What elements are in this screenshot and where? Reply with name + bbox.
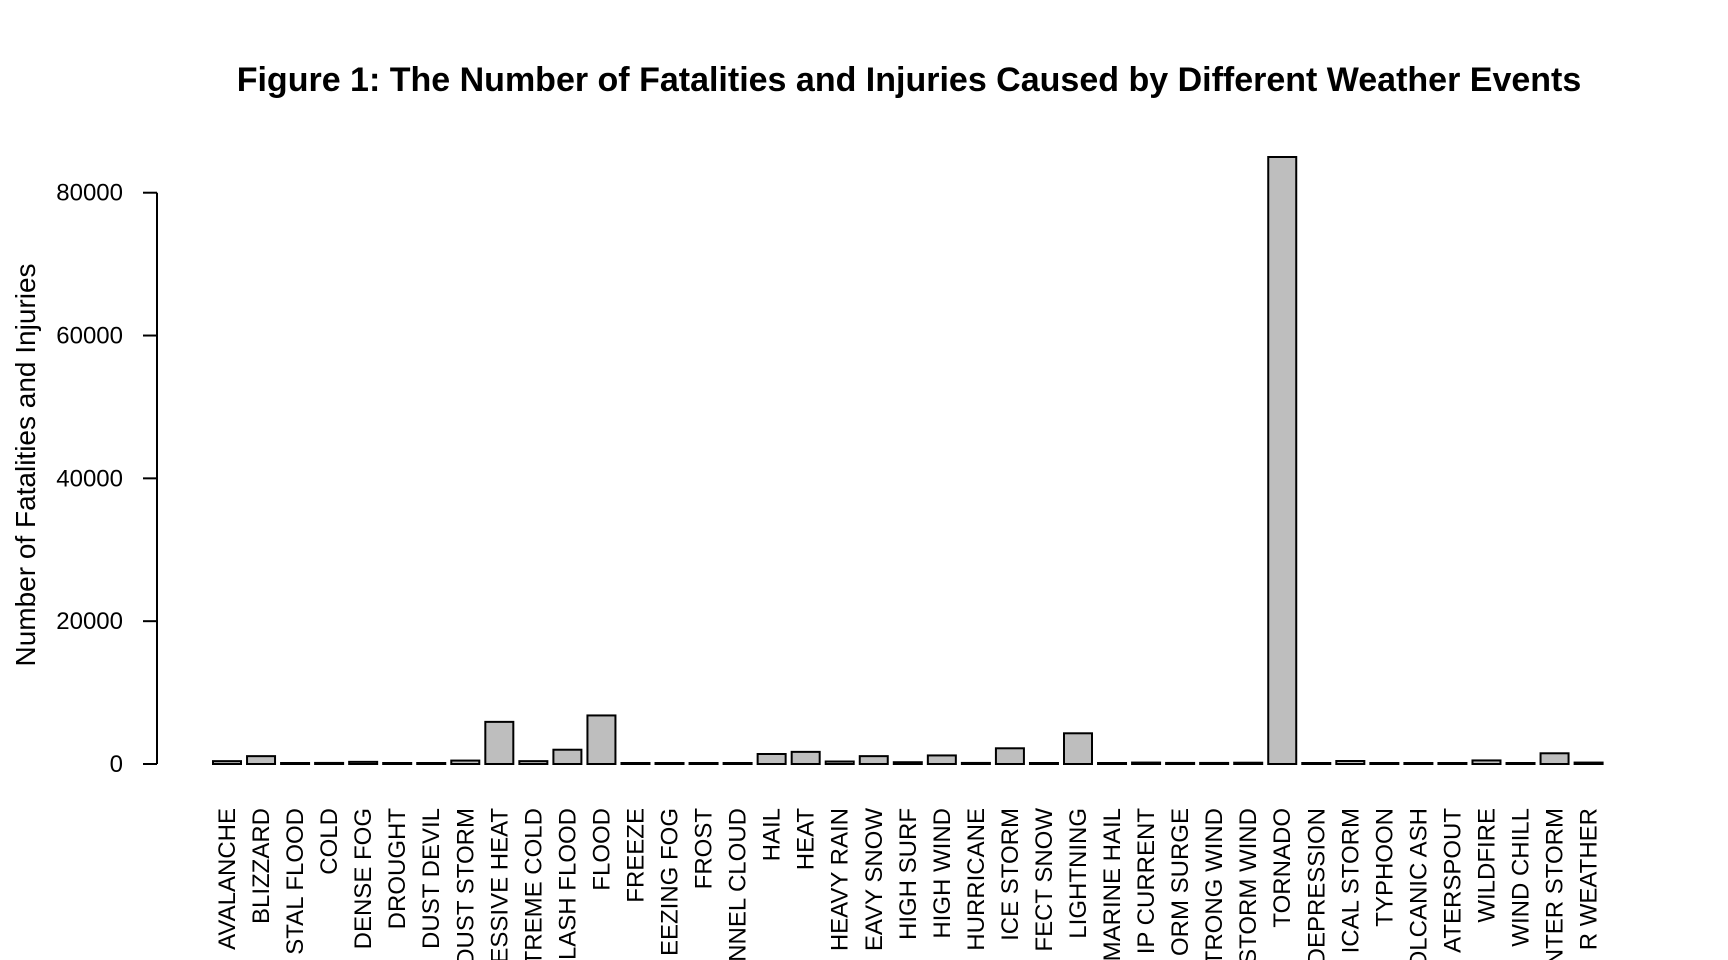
bar [994, 747, 1025, 766]
bar [1369, 762, 1400, 765]
x-tick-label: TRONG WIND [1201, 808, 1228, 960]
x-tick-label: HEAVY RAIN [827, 808, 854, 951]
y-tick-label: 20000 [56, 608, 123, 635]
x-tick-label: TORNADO [1269, 808, 1296, 928]
bar [450, 759, 481, 766]
bar [1437, 762, 1468, 765]
x-tick-label: COLD [316, 808, 343, 875]
bar [858, 755, 889, 766]
bar [246, 755, 277, 766]
bar [790, 750, 821, 765]
bar [348, 760, 379, 766]
x-tick-label: ICE STORM [997, 808, 1024, 941]
bar [620, 762, 651, 765]
bar [1505, 762, 1536, 765]
x-tick-label: R WEATHER [1576, 808, 1603, 950]
x-tick-label: DENSE FOG [350, 808, 377, 949]
y-tick-label: 40000 [56, 465, 123, 492]
bar [280, 762, 311, 765]
bar [1131, 761, 1162, 766]
bar [1267, 156, 1298, 765]
bar [1573, 761, 1604, 766]
bar [1199, 761, 1230, 766]
x-tick-label: AVALANCHE [214, 808, 241, 950]
x-tick-label: NTER STORM [1542, 808, 1569, 960]
x-tick-label: MARINE HAIL [1099, 808, 1126, 960]
y-tick-label: 80000 [56, 180, 123, 207]
y-tick-label: 0 [110, 751, 123, 778]
bars [212, 156, 1604, 766]
bar [382, 762, 413, 765]
bar [1471, 759, 1502, 765]
bar [552, 748, 583, 766]
x-tick-label: HURRICANE [963, 808, 990, 951]
y-axis: 0 20000 40000 60000 80000 [56, 180, 158, 778]
y-tick-label: 60000 [56, 323, 123, 350]
x-tick-label: HIGH SURF [895, 808, 922, 940]
x-tick-label: EEZING FOG [657, 808, 684, 956]
x-tick-label: BLIZZARD [248, 808, 275, 924]
x-tick-label: NNEL CLOUD [725, 808, 752, 960]
bar [722, 762, 753, 765]
bar [1028, 762, 1059, 765]
x-tick-label: TREME COLD [520, 808, 547, 960]
bar [1403, 762, 1434, 765]
x-tick-label: HAIL [759, 808, 786, 861]
x-tick-labels: AVALANCHE BLIZZARD STAL FLOOD COLD DENSE FOG… [214, 808, 1603, 960]
bar [586, 714, 617, 766]
x-tick-label: ESSIVE HEAT [486, 808, 513, 960]
bar [654, 762, 685, 765]
x-tick-label: WIND CHILL [1508, 808, 1535, 947]
x-tick-label: EAVY SNOW [861, 808, 888, 951]
x-tick-label: ICAL STORM [1337, 808, 1364, 953]
bar [960, 761, 991, 766]
x-tick-label: WILDFIRE [1473, 808, 1500, 923]
x-tick-label: DUST STORM [452, 808, 479, 960]
x-tick-label: TYPHOON [1371, 808, 1398, 927]
bar [1301, 762, 1332, 765]
x-tick-label: LASH FLOOD [554, 808, 581, 960]
x-tick-label: HEAT [793, 808, 820, 871]
x-tick-label: ATERSPOUT [1439, 808, 1466, 953]
x-tick-label: OLCANIC ASH [1405, 808, 1432, 960]
y-axis-label: Number of Fatalities and Injuries [10, 263, 41, 666]
bar [212, 760, 242, 766]
bar [1539, 752, 1570, 765]
bar [926, 754, 957, 766]
bar [1233, 761, 1264, 766]
bar [892, 761, 923, 766]
bar [518, 760, 549, 766]
x-tick-label: IP CURRENT [1133, 808, 1160, 955]
x-tick-label: STORM WIND [1235, 808, 1262, 960]
x-tick-label: ORM SURGE [1167, 808, 1194, 956]
x-tick-label: LIGHTNING [1065, 808, 1092, 939]
bar [824, 760, 855, 766]
bar [416, 762, 447, 765]
bar [688, 762, 719, 765]
x-tick-label: HIGH WIND [929, 808, 956, 939]
bar [1335, 760, 1366, 766]
bar [484, 720, 515, 766]
x-tick-label: DROUGHT [384, 808, 411, 930]
x-tick-label: STAL FLOOD [282, 808, 309, 955]
bar [314, 761, 345, 766]
x-tick-label: FLOOD [588, 808, 615, 891]
bar [1165, 761, 1196, 766]
bar [1097, 762, 1128, 765]
x-tick-label: FREEZE [622, 808, 649, 903]
bar [1063, 732, 1093, 766]
x-tick-label: DUST DEVIL [418, 808, 445, 949]
chart-title: Figure 1: The Number of Fatalities and I… [237, 61, 1582, 99]
x-tick-label: DEPRESSION [1303, 808, 1330, 960]
bar [756, 753, 787, 766]
x-tick-label: FROST [691, 808, 718, 890]
x-tick-label: FECT SNOW [1031, 808, 1058, 952]
